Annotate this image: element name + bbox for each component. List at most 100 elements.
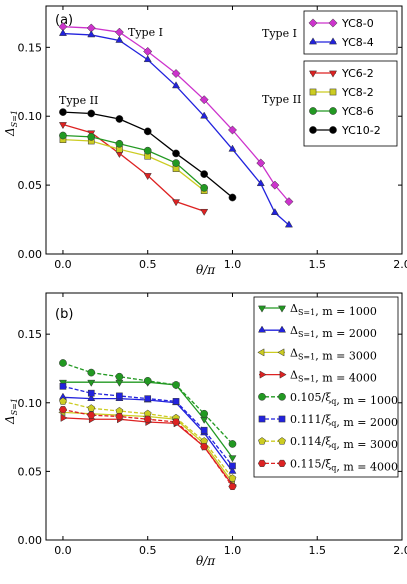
data-point bbox=[172, 149, 180, 158]
x-tick-label: 1.0 bbox=[224, 258, 242, 271]
annotation-type-ii-right: Type II bbox=[262, 93, 301, 106]
data-point bbox=[60, 413, 68, 422]
x-tick-label: 0.5 bbox=[139, 544, 157, 557]
panel-b-series bbox=[58, 359, 238, 491]
data-point bbox=[172, 199, 181, 207]
data-point bbox=[58, 122, 67, 130]
data-point bbox=[143, 376, 152, 385]
legend-b-box bbox=[253, 296, 399, 478]
data-point bbox=[171, 418, 181, 426]
legend-marker bbox=[328, 37, 338, 45]
data-point bbox=[59, 383, 67, 390]
legend-label: ΔS=1, m = 1000 bbox=[290, 302, 377, 318]
series-1-5 bbox=[59, 383, 236, 470]
data-point bbox=[58, 22, 68, 32]
legend-marker bbox=[308, 18, 318, 28]
data-point bbox=[284, 220, 293, 228]
data-point bbox=[59, 397, 67, 405]
data-point bbox=[87, 109, 96, 118]
legend-a-2-box bbox=[303, 60, 398, 147]
data-point bbox=[87, 379, 96, 387]
data-point bbox=[270, 208, 279, 215]
legend-marker bbox=[277, 459, 287, 467]
data-point bbox=[270, 180, 280, 190]
data-point bbox=[228, 455, 237, 463]
data-point bbox=[200, 111, 209, 119]
series-line bbox=[62, 26, 290, 203]
legend-marker bbox=[278, 437, 286, 445]
legend-a-1: YC8-0 YC8-4 bbox=[308, 17, 374, 49]
data-point bbox=[200, 443, 209, 451]
legend-label: ΔS=1, m = 4000 bbox=[290, 369, 377, 385]
legend-label: ΔS=1, m = 3000 bbox=[290, 346, 377, 362]
legend-label: YC8-0 bbox=[341, 17, 374, 30]
series-0-2 bbox=[58, 122, 209, 216]
panel-b-frame bbox=[45, 292, 403, 541]
x-tick-label: 1.5 bbox=[308, 544, 326, 557]
data-point bbox=[172, 159, 180, 167]
legend-marker bbox=[328, 18, 338, 28]
legend-marker bbox=[258, 392, 266, 401]
annotation-type-i-left: Type I bbox=[128, 26, 163, 39]
data-point bbox=[256, 179, 265, 187]
legend-marker bbox=[279, 370, 287, 379]
panel-b: (b) 0.0 0.5 1.0 1.5 2.0 0.00 0.05 0.10 0.15 ΔS=1… bbox=[3, 292, 407, 568]
panel-a-series bbox=[58, 22, 294, 228]
data-point bbox=[172, 398, 180, 405]
legend-label: YC8-4 bbox=[341, 36, 374, 49]
data-point bbox=[58, 28, 67, 36]
legend-label: YC8-2 bbox=[341, 86, 374, 99]
legend-marker bbox=[309, 88, 317, 96]
legend-label: 0.111/ξq, m = 2000 bbox=[290, 413, 398, 429]
legend-label: 0.105/ξq, m = 1000 bbox=[290, 391, 398, 407]
panel-a-frame bbox=[45, 5, 403, 255]
y-tick-label: 0.00 bbox=[18, 534, 43, 547]
data-point bbox=[87, 411, 96, 419]
legend-marker bbox=[259, 370, 267, 379]
series-1-7 bbox=[58, 406, 237, 491]
legend-marker bbox=[329, 107, 337, 115]
data-point bbox=[143, 146, 152, 155]
legend-marker bbox=[278, 392, 286, 401]
legend-marker bbox=[277, 305, 287, 313]
panel-a-xlabel: θ/π bbox=[196, 263, 216, 277]
panel-a-label: (a) bbox=[55, 13, 73, 28]
data-point bbox=[228, 144, 237, 152]
data-point bbox=[200, 208, 209, 216]
data-point bbox=[114, 27, 124, 37]
data-point bbox=[86, 23, 96, 33]
legend-label: YC8-6 bbox=[341, 105, 374, 118]
data-point bbox=[115, 139, 124, 148]
legend-label: ΔS=1, m = 2000 bbox=[290, 324, 377, 340]
data-point bbox=[87, 404, 96, 412]
series-0-1 bbox=[58, 28, 293, 228]
data-point bbox=[58, 406, 68, 414]
legend-label: 0.114/ξq, m = 3000 bbox=[290, 435, 398, 451]
y-tick-label: 0.10 bbox=[18, 397, 43, 410]
data-point bbox=[87, 368, 96, 377]
data-point bbox=[227, 125, 237, 135]
data-point bbox=[200, 426, 208, 434]
x-tick-label: 2.0 bbox=[393, 258, 407, 271]
data-point bbox=[229, 462, 236, 470]
series-0-5 bbox=[59, 108, 237, 202]
x-tick-label: 1.5 bbox=[308, 258, 326, 271]
data-point bbox=[87, 30, 96, 38]
panel-a-ylabel: ΔS=1 bbox=[3, 110, 19, 137]
legend-marker bbox=[277, 348, 285, 357]
data-point bbox=[59, 359, 67, 367]
data-point bbox=[59, 131, 67, 140]
data-point bbox=[228, 440, 237, 448]
series-line bbox=[62, 123, 205, 212]
data-point bbox=[256, 158, 266, 168]
data-point bbox=[87, 389, 95, 397]
legend-marker bbox=[329, 88, 337, 96]
legend-marker bbox=[277, 325, 287, 333]
y-tick-label: 0.10 bbox=[18, 110, 43, 123]
data-point bbox=[199, 95, 209, 105]
data-point bbox=[115, 115, 124, 123]
data-point bbox=[115, 412, 124, 421]
data-point bbox=[143, 127, 152, 136]
legend-b: ΔS=1, m = 1000 ΔS=1, m = 2000 ΔS=1, m = 30… bbox=[257, 302, 398, 473]
